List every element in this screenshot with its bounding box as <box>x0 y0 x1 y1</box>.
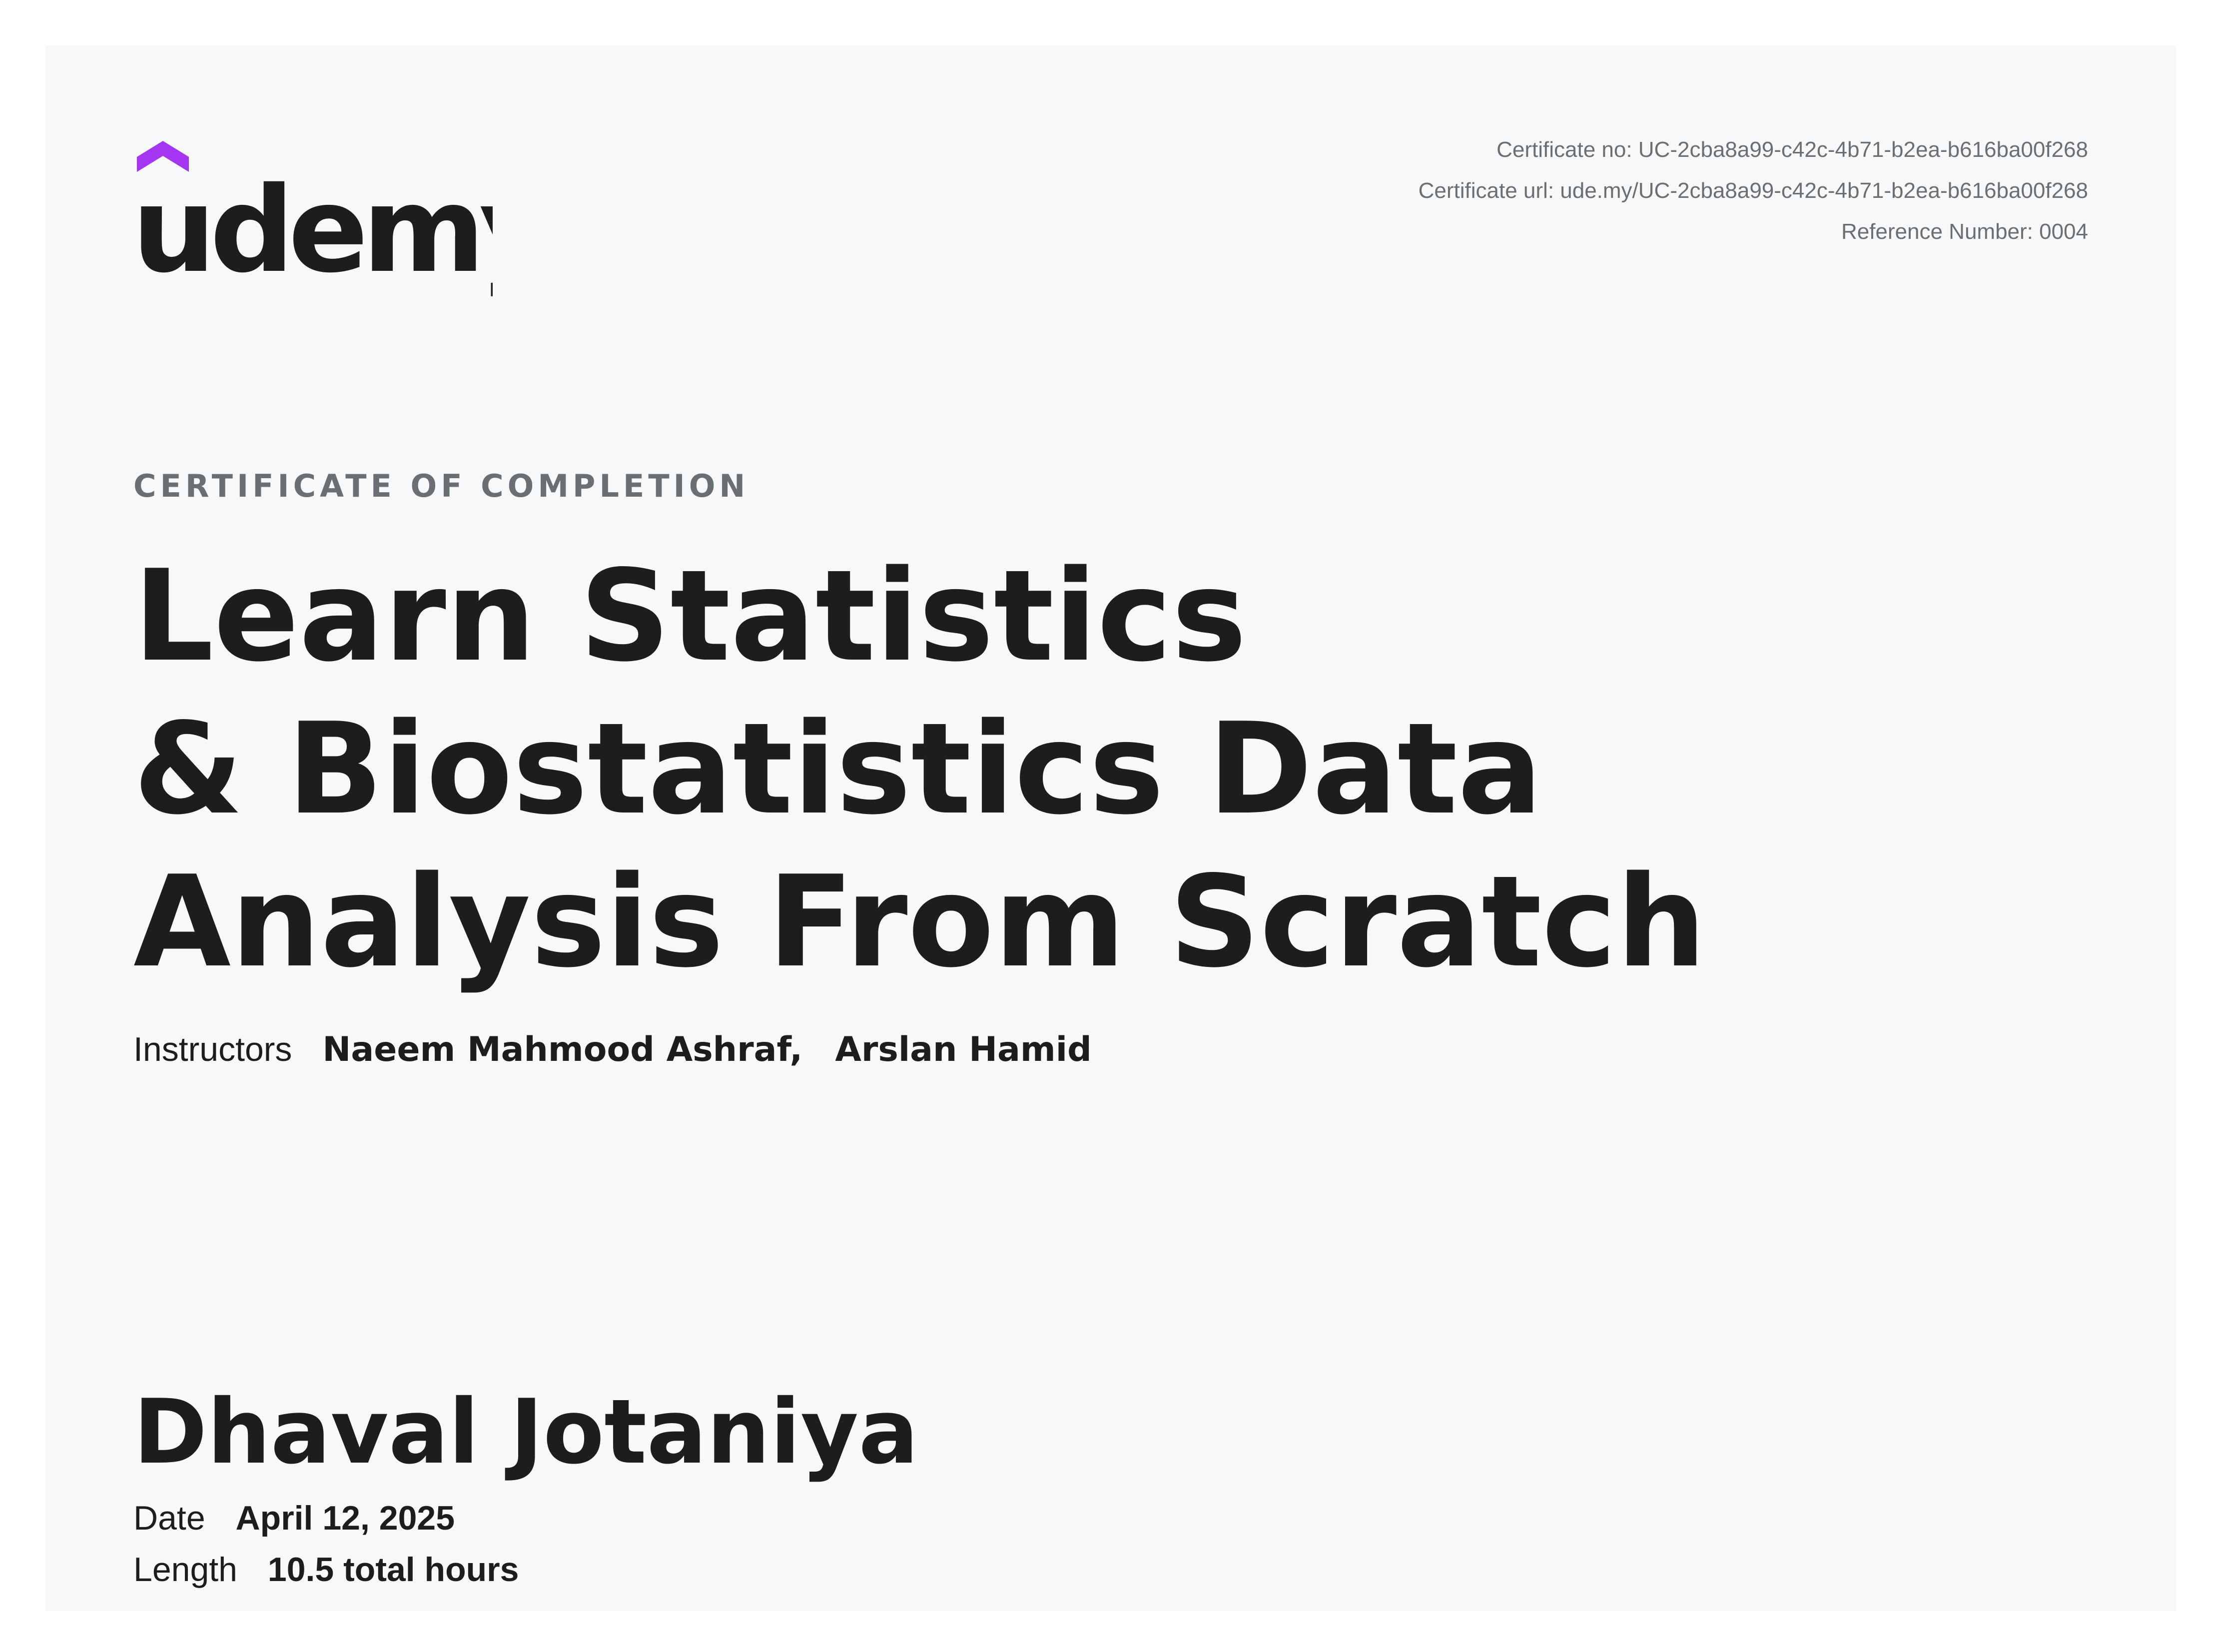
date-row: Date April 12, 2025 <box>133 1499 455 1538</box>
udemy-logo-mark: udemy <box>133 141 493 299</box>
logo-chevron-icon <box>137 141 189 172</box>
course-title-line: & Biostatistics Data <box>133 696 1543 842</box>
instructors-label: Instructors <box>133 1030 292 1068</box>
instructor-name: Arslan Hamid <box>835 1030 1092 1069</box>
course-title: Learn Statistics & Biostatistics Data An… <box>133 540 1932 999</box>
length-row: Length 10.5 total hours <box>133 1550 519 1589</box>
instructors-row: Instructors Naeem Mahmood Ashraf, Arslan… <box>133 1030 1092 1069</box>
udemy-logo: udemy <box>133 133 493 313</box>
date-value: April 12, 2025 <box>235 1499 455 1537</box>
certificate-number: Certificate no: UC-2cba8a99-c42c-4b71-b2… <box>1496 137 2088 162</box>
instructor-name: Naeem Mahmood Ashraf, <box>322 1030 803 1069</box>
length-value: 10.5 total hours <box>267 1551 519 1589</box>
logo-wordmark: udemy <box>133 161 493 299</box>
certificate-card: udemy Certificate no: UC-2cba8a99-c42c-4… <box>45 45 2176 1611</box>
certificate-kicker: CERTIFICATE OF COMPLETION <box>133 468 749 504</box>
certificate-url: Certificate url: ude.my/UC-2cba8a99-c42c… <box>1418 178 2088 203</box>
date-label: Date <box>133 1499 205 1537</box>
certificate-meta: Certificate no: UC-2cba8a99-c42c-4b71-b2… <box>1419 129 2088 252</box>
length-label: Length <box>133 1551 237 1589</box>
reference-number: Reference Number: 0004 <box>1841 219 2088 244</box>
course-title-line: Learn Statistics <box>133 543 1247 690</box>
course-title-line: Analysis From Scratch <box>133 849 1706 995</box>
recipient-name: Dhaval Jotaniya <box>133 1380 919 1484</box>
